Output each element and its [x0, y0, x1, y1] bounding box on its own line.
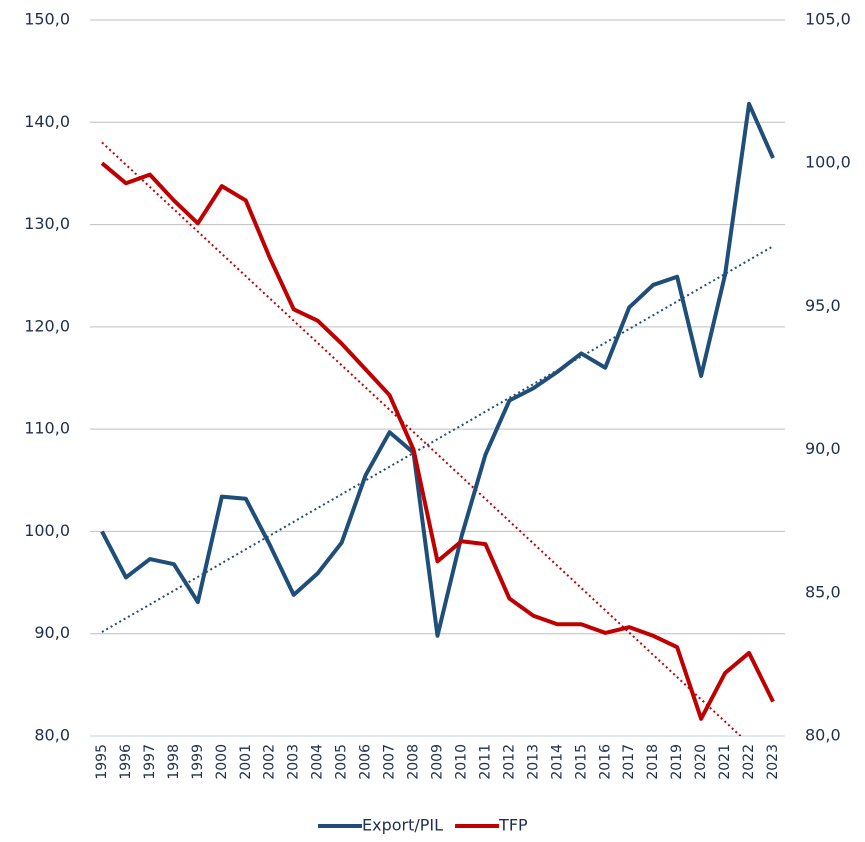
x-tick-label: 2021: [717, 744, 733, 780]
series-line: [100, 161, 775, 721]
x-tick-label: 2003: [286, 744, 302, 780]
x-tick-label: 1999: [190, 744, 206, 780]
x-tick-label: 2001: [238, 744, 254, 780]
trend-line: [101, 245, 774, 633]
x-tick-label: 1995: [94, 744, 110, 780]
y-tick-label: 90,0: [34, 623, 70, 642]
y2-tick-label: 85,0: [805, 582, 841, 601]
x-tick-label: 2006: [358, 744, 374, 780]
x-tick-label: 2016: [597, 744, 613, 780]
x-tick-label: 2014: [549, 744, 565, 780]
y-tick-label: 110,0: [24, 419, 70, 438]
legend-label: TFP: [498, 816, 528, 835]
x-tick-label: 2002: [262, 744, 278, 780]
series-line: [100, 101, 775, 638]
x-tick-label: 2011: [477, 744, 493, 780]
x-tick-label: 2023: [765, 744, 781, 780]
y-tick-label: 130,0: [24, 214, 70, 233]
x-tick-label: 1998: [166, 744, 182, 780]
x-tick-label: 1997: [142, 744, 158, 780]
trend-line: [101, 141, 742, 736]
y-tick-label: 120,0: [24, 316, 70, 335]
x-tick-label: 2010: [453, 744, 469, 780]
x-tick-label: 2005: [334, 744, 350, 780]
x-tick-label: 2012: [501, 744, 517, 780]
x-tick-label: 2017: [621, 744, 637, 780]
x-tick-label: 2018: [645, 744, 661, 780]
y-tick-label: 100,0: [24, 521, 70, 540]
x-tick-label: 2019: [669, 744, 685, 780]
y2-tick-label: 105,0: [805, 10, 851, 29]
x-tick-label: 2015: [573, 744, 589, 780]
y2-tick-label: 80,0: [805, 726, 841, 745]
x-tick-label: 2007: [382, 744, 398, 780]
x-tick-label: 2000: [214, 744, 230, 780]
x-tick-label: 2013: [525, 744, 541, 780]
y2-tick-label: 95,0: [805, 296, 841, 315]
legend-label: Export/PIL: [362, 816, 443, 835]
y-tick-label: 140,0: [24, 112, 70, 131]
y2-tick-label: 90,0: [805, 439, 841, 458]
x-tick-label: 2008: [406, 744, 422, 780]
y-tick-label: 150,0: [24, 10, 70, 29]
x-tick-label: 2009: [430, 744, 446, 780]
x-tick-label: 2004: [310, 744, 326, 780]
y-tick-label: 80,0: [34, 726, 70, 745]
y2-tick-label: 100,0: [805, 153, 851, 172]
x-tick-label: 2020: [693, 744, 709, 780]
x-tick-label: 1996: [118, 744, 134, 780]
x-tick-label: 2022: [741, 744, 757, 780]
